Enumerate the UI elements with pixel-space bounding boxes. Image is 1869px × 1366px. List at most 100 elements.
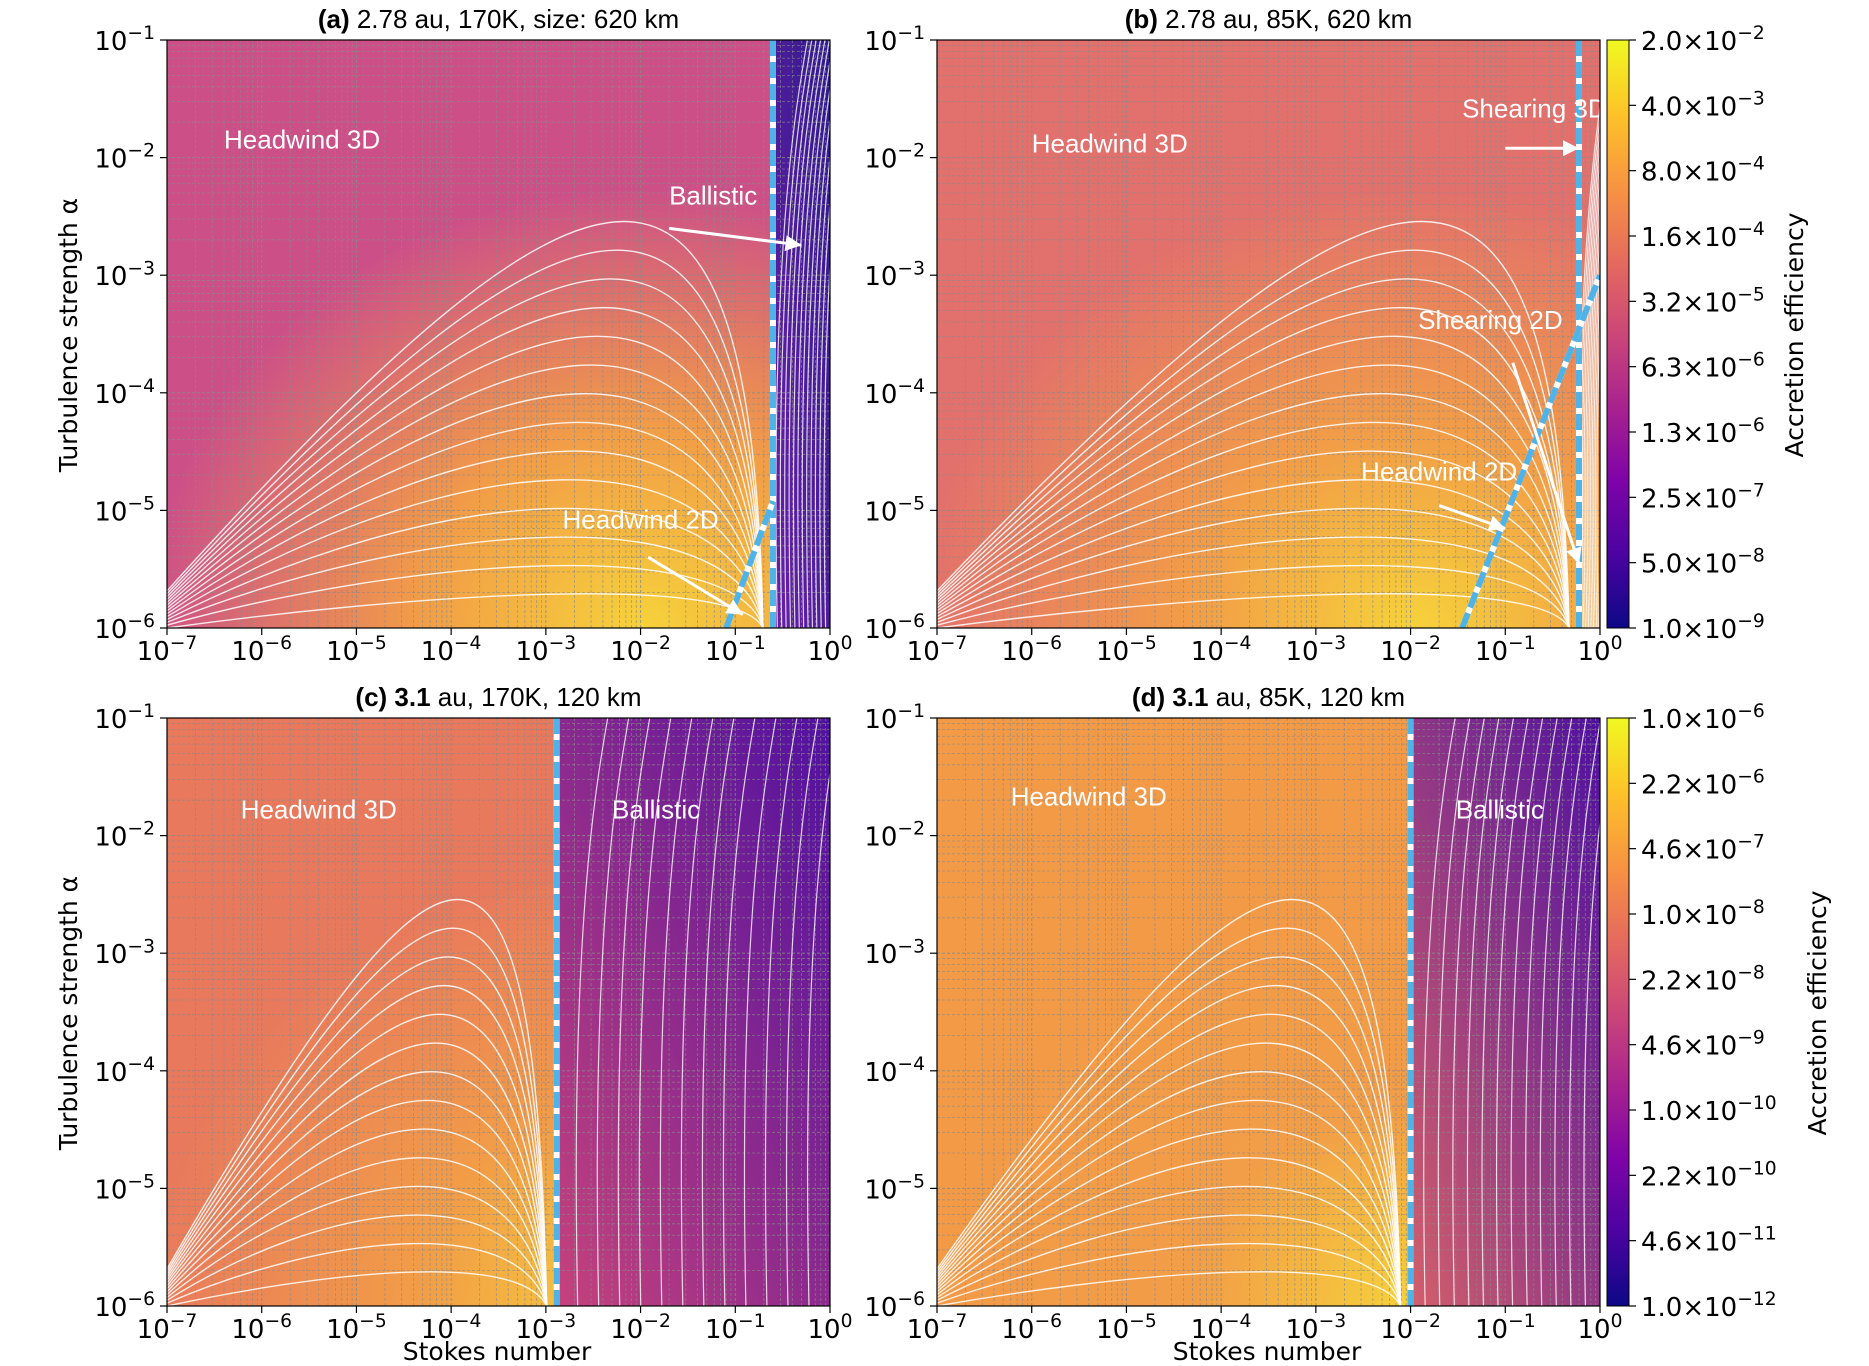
contour-line <box>1583 140 1600 628</box>
contour-line <box>810 116 830 628</box>
contour-line <box>937 564 1570 628</box>
panel-title-rest: au, 85K, 120 km <box>1209 682 1406 712</box>
contour-line <box>1481 718 1515 1306</box>
contour-line <box>784 40 817 628</box>
contour-line <box>1591 226 1600 628</box>
contour-line <box>806 85 830 628</box>
panel-b: Headwind 3D Shearing 3D Shearing 2D Headwin… <box>864 4 1764 667</box>
contour-line <box>937 593 1570 628</box>
x-tick-label: 10−4 <box>1191 633 1252 667</box>
contour-line <box>1581 126 1600 628</box>
contour-line <box>937 335 1570 628</box>
colorbar-label-top: Accretion efficiency <box>1780 212 1809 457</box>
contour-line <box>167 536 764 628</box>
contour-line <box>1466 718 1500 1306</box>
contour-line <box>1423 718 1456 1306</box>
y-tick-label: 10−5 <box>864 493 925 527</box>
contour-line <box>785 718 819 1306</box>
contour-line <box>1539 718 1573 1306</box>
colorbar-tick-label: 4.6×10−9 <box>1641 1028 1765 1062</box>
region-label: Ballistic <box>612 794 700 824</box>
contour-line <box>167 221 764 628</box>
contour-line <box>638 718 672 1306</box>
contour-line <box>764 718 798 1306</box>
heatmap-region-dark <box>556 718 830 1306</box>
colorbar-tick-label: 1.3×10−6 <box>1641 415 1765 449</box>
panel-title-rest: au, 170K, 120 km <box>431 682 642 712</box>
y-tick-label: 10−4 <box>864 1054 925 1088</box>
contour-line <box>779 40 813 628</box>
contour-line <box>937 364 1570 628</box>
colorbar-tick-label: 8.0×10−4 <box>1641 154 1765 188</box>
y-tick-label: 10−3 <box>864 258 925 292</box>
y-tick-label: 10−3 <box>864 936 925 970</box>
contour-line <box>1593 250 1600 628</box>
y-tick-label: 10−4 <box>94 1054 155 1088</box>
contour-line <box>937 1214 1402 1306</box>
contour-line <box>167 450 764 628</box>
region-label: Ballistic <box>1456 794 1544 824</box>
x-tick-label: 10−3 <box>516 633 577 667</box>
contour-line <box>1554 718 1587 1306</box>
contour-line <box>617 718 651 1306</box>
contour-line <box>167 984 548 1306</box>
y-tick-label: 10−1 <box>864 701 925 735</box>
contour-line <box>937 278 1570 628</box>
x-tick-label: 10−3 <box>516 1311 577 1345</box>
contour-line <box>801 58 830 628</box>
y-tick-label: 10−2 <box>94 819 155 853</box>
x-tick-label: 10−5 <box>326 633 387 667</box>
regime-boundary <box>1459 274 1600 628</box>
contour-line <box>1589 205 1600 628</box>
x-tick-label: 10−7 <box>137 633 198 667</box>
plot-area-c: Headwind 3D Ballistic <box>167 718 830 1306</box>
colorbar-tick-label: 1.0×10−10 <box>1641 1093 1777 1127</box>
contour-line <box>1586 170 1600 628</box>
x-tick-label: 10−2 <box>1380 633 1441 667</box>
x-tick-label: 10−1 <box>1475 633 1536 667</box>
plot-area-a: Headwind 3D Ballistic Headwind 2D <box>167 40 830 628</box>
contour-line <box>722 718 756 1306</box>
colorbar-tick-label: 2.2×10−10 <box>1641 1158 1777 1192</box>
panel-title: (b) 2.78 au, 85K, 620 km <box>1125 4 1413 34</box>
contour-line <box>937 1242 1402 1306</box>
panel-title-bold: (d) 3.1 <box>1132 682 1209 712</box>
region-label: Headwind 2D <box>1361 456 1517 486</box>
contour-line <box>775 40 808 628</box>
colorbar-tick-label: 2.5×10−7 <box>1641 480 1765 514</box>
plot-frame <box>166 39 831 629</box>
colorbar-tick-label: 3.2×10−5 <box>1641 284 1765 318</box>
region-label: Shearing 3D <box>1462 93 1607 123</box>
heatmap-region-dark <box>772 40 830 628</box>
colorbar-label-bottom: Accretion efficiency <box>1803 890 1832 1135</box>
contour-line <box>937 1099 1402 1306</box>
x-tick-label: 10−5 <box>326 1311 387 1345</box>
x-axis-label-right: Stokes number <box>1173 1337 1362 1366</box>
colorbar-tick-label: 1.0×10−6 <box>1641 701 1765 735</box>
annotation-arrowhead <box>1487 515 1506 531</box>
contour-line <box>167 1013 548 1306</box>
colorbar-tick-label: 1.0×10−8 <box>1641 897 1765 931</box>
colorbar-tick-label: 5.0×10−8 <box>1641 546 1765 580</box>
contour-line <box>167 1042 548 1306</box>
contour-line <box>937 1128 1402 1306</box>
panel-title-rest: 2.78 au, 85K, 620 km <box>1158 4 1412 34</box>
contour-line <box>167 1099 548 1306</box>
contour-line <box>937 249 1570 628</box>
y-tick-label: 10−5 <box>94 1171 155 1205</box>
x-tick-label: 100 <box>808 1311 853 1345</box>
x-tick-label: 10−1 <box>705 1311 766 1345</box>
contour-line <box>167 564 764 628</box>
contour-line <box>1452 718 1485 1306</box>
colorbar-tick-label: 2.2×10−8 <box>1641 962 1765 996</box>
x-tick-label: 10−6 <box>1001 633 1062 667</box>
annotation-arrow <box>1511 362 1581 565</box>
contour-line <box>937 898 1402 1306</box>
y-tick-label: 10−2 <box>94 141 155 175</box>
contour-line <box>1594 278 1600 628</box>
contour-line <box>1585 154 1600 628</box>
contour-line <box>596 718 630 1306</box>
y-axis-label-bottom: Turbulence strength α <box>54 876 83 1151</box>
contour-line <box>937 927 1402 1306</box>
contour-line <box>937 307 1570 628</box>
